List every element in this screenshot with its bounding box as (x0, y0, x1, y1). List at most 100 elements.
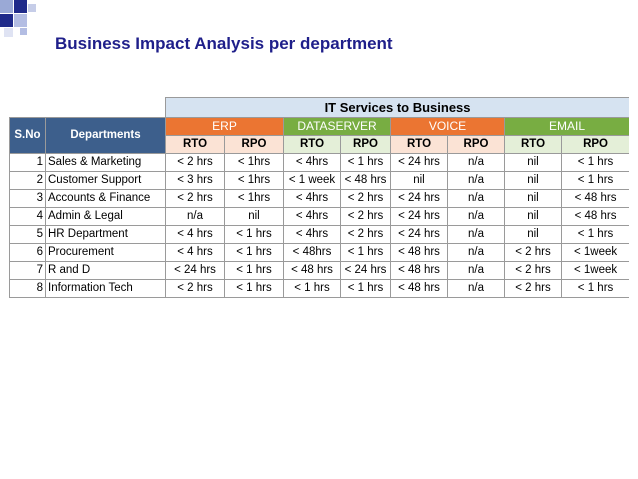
row-value-cell: < 2 hrs (165, 153, 225, 172)
row-value-cell: < 24 hrs (390, 207, 448, 226)
row-value-cell: < 2 hrs (340, 207, 391, 226)
row-value-cell: n/a (447, 225, 505, 244)
row-value-cell: < 1 hrs (224, 243, 284, 262)
group-header-email: EMAIL (503, 117, 629, 136)
row-department: Sales & Marketing (45, 153, 166, 172)
row-value-cell: < 1 hrs (224, 261, 284, 280)
row-value-cell: < 1 hrs (283, 279, 341, 298)
row-value-cell: < 1hrs (224, 153, 284, 172)
row-value-cell: < 24 hrs (340, 261, 391, 280)
row-department: R and D (45, 261, 166, 280)
row-value-cell: n/a (447, 279, 505, 298)
row-value-cell: nil (504, 189, 562, 208)
row-department: Customer Support (45, 171, 166, 190)
row-value-cell: < 2 hrs (504, 243, 562, 262)
erp-rpo-header: RPO (224, 135, 284, 154)
voice-rto-header: RTO (390, 135, 448, 154)
row-value-cell: < 48hrs (283, 243, 341, 262)
super-header-row: IT Services to Business (9, 97, 629, 118)
row-value-cell: < 2 hrs (340, 225, 391, 244)
row-value-cell: < 1 hrs (560, 171, 629, 190)
row-department: HR Department (45, 225, 166, 244)
group-header-erp: ERP (165, 117, 284, 136)
row-value-cell: < 48 hrs (390, 279, 448, 298)
table-row: 5 HR Department < 4 hrs < 1 hrs < 4hrs < 2 hr… (9, 225, 629, 244)
table-row: 4 Admin & Legal n/a nil < 4hrs < 2 hrs < 24 hr… (9, 207, 629, 226)
deco-square (0, 14, 13, 27)
row-value-cell: < 1hrs (224, 171, 284, 190)
row-value-cell: < 4 hrs (165, 243, 225, 262)
row-value-cell: < 48 hrs (390, 261, 448, 280)
deco-square (14, 14, 27, 27)
group-header-row: S.No Departments ERP DATASERVER VOICE EM… (9, 117, 629, 154)
table-row: 1 Sales & Marketing < 2 hrs < 1hrs < 4hrs < 1… (9, 153, 629, 172)
row-value-cell: n/a (447, 207, 505, 226)
bia-table-container: IT Services to Business S.No Departments… (9, 97, 629, 302)
row-value-cell: nil (504, 225, 562, 244)
row-value-cell: n/a (447, 171, 505, 190)
row-value-cell: < 1 hrs (340, 279, 391, 298)
deco-square (28, 4, 36, 12)
row-value-cell: < 1 hrs (560, 279, 629, 298)
row-value-cell: < 24 hrs (390, 189, 448, 208)
row-department: Accounts & Finance (45, 189, 166, 208)
row-value-cell: < 1week (560, 243, 629, 262)
row-value-cell: < 1week (560, 261, 629, 280)
row-value-cell: nil (224, 207, 284, 226)
row-department: Admin & Legal (45, 207, 166, 226)
group-header-voice: VOICE (390, 117, 505, 136)
voice-rpo-header: RPO (447, 135, 505, 154)
departments-header: Departments (45, 117, 166, 154)
row-value-cell: nil (390, 171, 448, 190)
row-value-cell: < 1hrs (224, 189, 284, 208)
row-value-cell: < 48 hrs (560, 189, 629, 208)
dataserver-rto-header: RTO (283, 135, 341, 154)
row-value-cell: < 1 hrs (224, 279, 284, 298)
table-row: 2 Customer Support < 3 hrs < 1hrs < 1 week < … (9, 171, 629, 190)
row-value-cell: < 4hrs (283, 153, 341, 172)
deco-square (20, 28, 27, 35)
row-department: Procurement (45, 243, 166, 262)
row-value-cell: nil (504, 207, 562, 226)
row-sno: 7 (9, 261, 46, 280)
email-rpo-header: RPO (560, 135, 629, 154)
row-value-cell: < 2 hrs (340, 189, 391, 208)
row-value-cell: n/a (447, 261, 505, 280)
row-value-cell: < 3 hrs (165, 171, 225, 190)
table-body: 1 Sales & Marketing < 2 hrs < 1hrs < 4hrs < 1… (9, 153, 629, 298)
row-value-cell: n/a (447, 189, 505, 208)
row-value-cell: < 4hrs (283, 225, 341, 244)
row-value-cell: < 24 hrs (390, 153, 448, 172)
row-value-cell: < 48 hrs (340, 171, 391, 190)
slide-title: Business Impact Analysis per department (55, 34, 393, 53)
row-value-cell: < 48 hrs (390, 243, 448, 262)
row-sno: 1 (9, 153, 46, 172)
row-sno: 3 (9, 189, 46, 208)
email-rto-header: RTO (504, 135, 562, 154)
row-department: Information Tech (45, 279, 166, 298)
row-value-cell: n/a (447, 153, 505, 172)
deco-square (4, 28, 13, 37)
erp-rto-header: RTO (165, 135, 225, 154)
row-value-cell: nil (504, 153, 562, 172)
row-value-cell: < 2 hrs (165, 189, 225, 208)
row-value-cell: < 2 hrs (504, 261, 562, 280)
row-value-cell: < 48 hrs (283, 261, 341, 280)
row-value-cell: < 4 hrs (165, 225, 225, 244)
row-value-cell: < 48 hrs (560, 207, 629, 226)
row-value-cell: < 2 hrs (504, 279, 562, 298)
row-value-cell: < 1 hrs (224, 225, 284, 244)
row-sno: 8 (9, 279, 46, 298)
row-value-cell: < 24 hrs (390, 225, 448, 244)
sno-header: S.No (9, 117, 46, 154)
table-row: 8 Information Tech < 2 hrs < 1 hrs < 1 hrs < … (9, 279, 629, 298)
deco-square (14, 0, 27, 13)
row-value-cell: < 1 hrs (560, 225, 629, 244)
dataserver-rpo-header: RPO (340, 135, 391, 154)
it-services-header: IT Services to Business (164, 97, 629, 118)
row-sno: 5 (9, 225, 46, 244)
blank-corner (9, 97, 166, 118)
row-sno: 6 (9, 243, 46, 262)
row-value-cell: < 1 hrs (340, 153, 391, 172)
row-sno: 4 (9, 207, 46, 226)
